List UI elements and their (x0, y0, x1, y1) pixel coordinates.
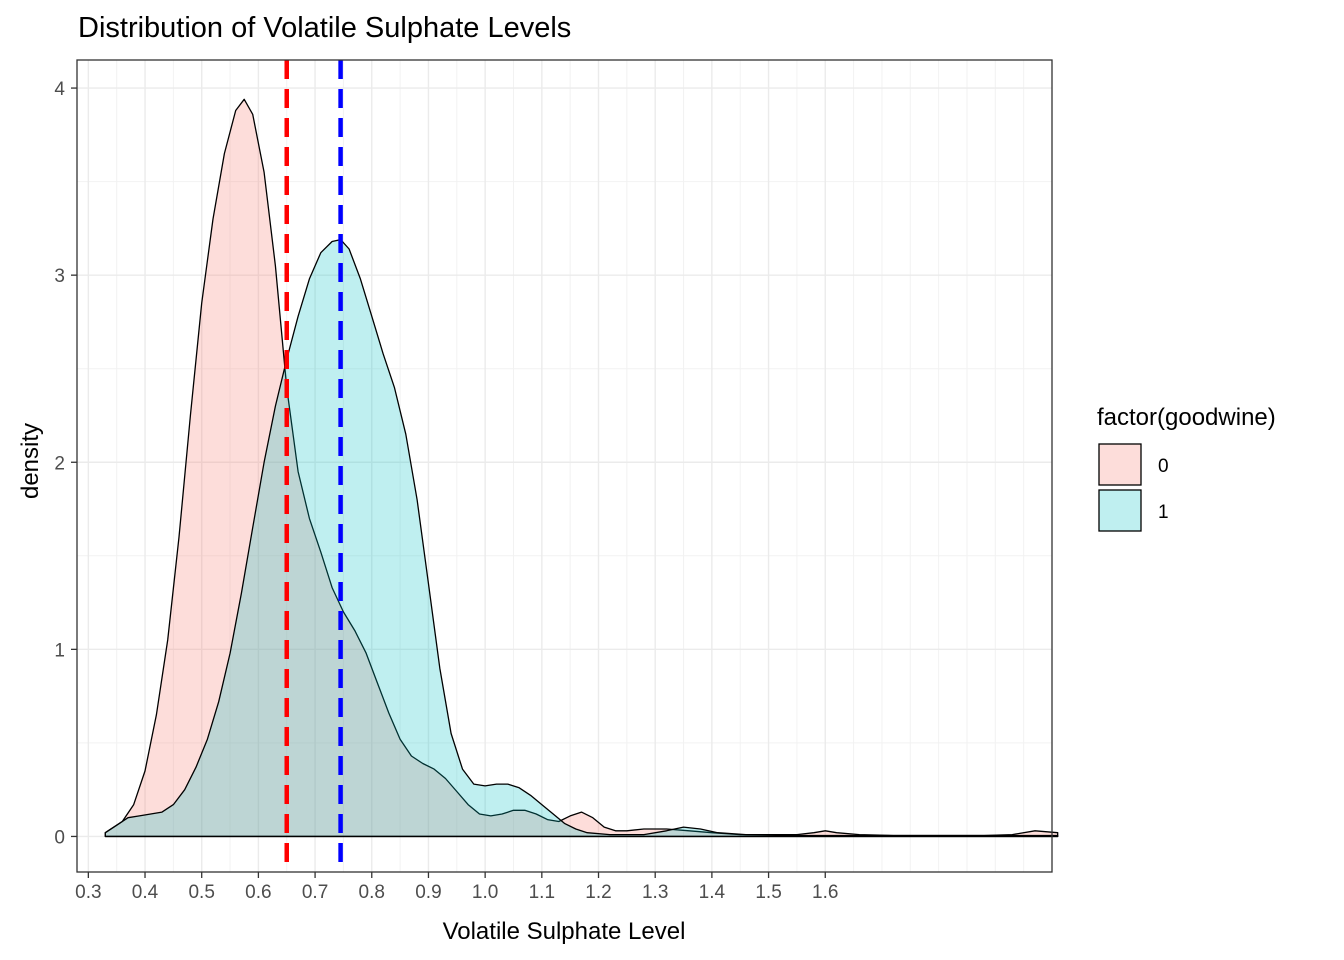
density-area-1 (104, 238, 1059, 838)
density-areas (104, 98, 1059, 838)
y-tick-label: 1 (54, 640, 65, 661)
plot-panel-border (76, 59, 1053, 873)
x-axis-ticks: 0.3 0.4 0.5 0.6 0.7 0.8 0.9 1.0 1.1 1.2 1.3 1.4 1.5 1… (75, 872, 838, 903)
x-tick-label: 0.4 (132, 882, 159, 903)
x-tick-label: 1.4 (699, 882, 726, 903)
legend-label-1: 1 (1158, 502, 1169, 523)
x-tick-label: 0.9 (415, 882, 441, 903)
legend-swatch-1 (1098, 489, 1142, 532)
x-tick-label: 1.0 (472, 882, 498, 903)
y-tick-label: 3 (54, 266, 65, 287)
y-axis-ticks: 0 1 2 3 4 (54, 79, 77, 848)
legend-key-1 (1099, 490, 1141, 531)
x-tick-label: 1.1 (529, 882, 555, 903)
x-tick-label: 1.5 (755, 882, 781, 903)
plot-panel (77, 60, 1052, 872)
chart-title: Distribution of Volatile Sulphate Levels (78, 12, 572, 44)
x-tick-label: 0.8 (359, 882, 385, 903)
x-tick-label: 0.3 (75, 882, 101, 903)
x-tick-label: 0.5 (188, 882, 214, 903)
x-tick-label: 0.7 (302, 882, 328, 903)
mean-lines (284, 60, 343, 872)
y-axis-title: density (17, 423, 44, 499)
legend: factor(goodwine) 0 1 (1097, 404, 1276, 532)
y-tick-label: 0 (54, 827, 65, 848)
y-tick-label: 4 (54, 79, 65, 100)
x-axis-title: Volatile Sulphate Level (443, 918, 686, 945)
legend-title: factor(goodwine) (1097, 404, 1276, 431)
legend-swatch-0 (1098, 443, 1142, 486)
legend-label-0: 0 (1158, 456, 1169, 477)
legend-key-0 (1099, 444, 1141, 485)
y-tick-label: 2 (54, 453, 65, 474)
x-tick-label: 1.2 (585, 882, 611, 903)
density-area-0 (104, 98, 1059, 838)
x-tick-label: 1.6 (812, 882, 838, 903)
x-tick-label: 1.3 (642, 882, 668, 903)
x-tick-label: 0.6 (245, 882, 271, 903)
